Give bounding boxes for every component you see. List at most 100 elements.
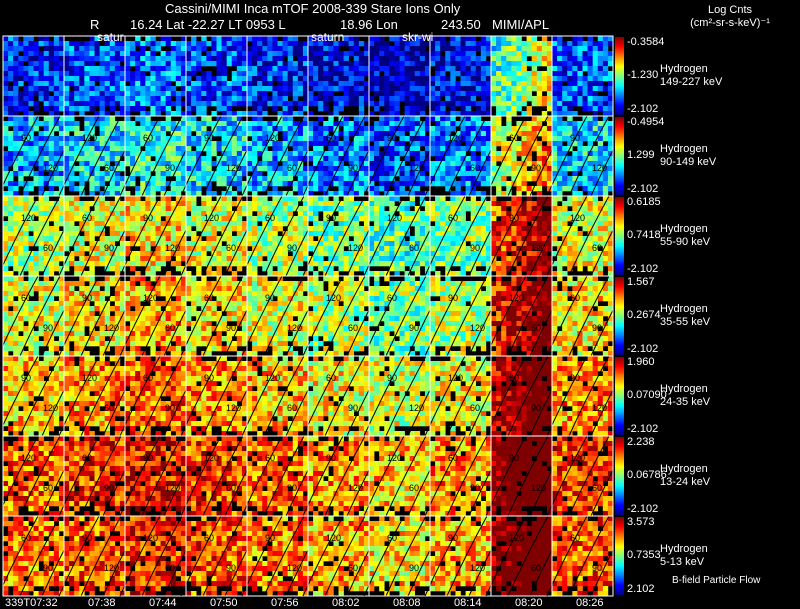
heatmap-cell (28, 96, 34, 102)
heatmap-cell (374, 136, 380, 142)
heatmap-cell (8, 161, 14, 167)
heatmap-cell (374, 211, 380, 217)
heatmap-cell (511, 146, 517, 152)
heatmap-cell (562, 176, 568, 182)
heatmap-cell (297, 111, 304, 117)
heatmap-cell (211, 81, 217, 87)
heatmap-cell (333, 216, 339, 222)
heatmap-cell (170, 111, 177, 117)
heatmap-cell (292, 231, 299, 237)
heatmap-cell (130, 156, 136, 162)
heatmap-cell (165, 166, 172, 172)
heatmap-cell (236, 226, 243, 232)
heatmap-cell (602, 66, 609, 72)
heatmap-cell (211, 96, 217, 102)
contour-line (302, 115, 344, 197)
heatmap-cell (414, 106, 421, 112)
heatmap-cell (165, 241, 172, 247)
heatmap-cell (247, 251, 253, 257)
heatmap-cell (43, 116, 50, 122)
heatmap-cell (125, 156, 131, 162)
heatmap-cell (318, 106, 324, 112)
heatmap-cell (496, 51, 502, 57)
heatmap-cell (308, 111, 314, 117)
heatmap-cell (94, 86, 100, 92)
heatmap-cell (180, 91, 187, 97)
heatmap-cell (109, 156, 116, 162)
heatmap-cell (409, 106, 416, 112)
heatmap-cell (297, 131, 304, 137)
heatmap-cell (526, 141, 532, 147)
heatmap-cell (79, 186, 85, 192)
heatmap-cell (384, 241, 390, 247)
contour-line (119, 115, 161, 197)
heatmap-cell (201, 181, 207, 187)
heatmap-cell (328, 266, 334, 272)
heatmap-cell (384, 236, 390, 242)
heatmap-cell (145, 146, 151, 152)
heatmap-cell (521, 171, 527, 177)
heatmap-cell (374, 261, 380, 267)
heatmap-cell (592, 51, 599, 57)
heatmap-cell (282, 216, 288, 222)
heatmap-cell (196, 216, 202, 222)
heatmap-cell (99, 71, 105, 77)
colorbar (615, 37, 624, 115)
heatmap-cell (536, 161, 543, 167)
heatmap-cell (292, 171, 299, 177)
heatmap-cell (572, 66, 578, 72)
heatmap-cell (226, 91, 233, 97)
heatmap-cell (445, 211, 451, 217)
heatmap-cell (48, 191, 55, 197)
heatmap-cell (557, 156, 563, 162)
heatmap-cell (450, 66, 456, 72)
heatmap-cell (292, 186, 299, 192)
heatmap-cell (191, 161, 197, 167)
heatmap-cell (363, 56, 370, 62)
heatmap-cell (455, 241, 461, 247)
heatmap-cell (552, 101, 558, 107)
heatmap-cell (440, 56, 446, 62)
heatmap-cell (64, 96, 70, 102)
heatmap-cell (165, 61, 172, 67)
heatmap-cell (536, 216, 543, 222)
heatmap-cell (399, 81, 405, 87)
heatmap-cell (74, 71, 80, 77)
heatmap-cell (328, 61, 334, 67)
heatmap-cell (64, 181, 70, 187)
heatmap-cell (196, 251, 202, 257)
heatmap-cell (231, 191, 238, 197)
heatmap-cell (84, 201, 90, 207)
heatmap-cell (287, 166, 294, 172)
heatmap-cell (257, 141, 263, 147)
heatmap-cell (201, 206, 207, 212)
heatmap-cell (180, 51, 187, 57)
heatmap-cell (485, 211, 492, 217)
heatmap-cell (338, 251, 344, 257)
heatmap-cell (348, 141, 355, 147)
heatmap-cell (69, 101, 75, 107)
heatmap-cell (94, 91, 100, 97)
heatmap-cell (272, 136, 278, 142)
heatmap-cell (308, 201, 314, 207)
heatmap-cell (58, 71, 65, 77)
heatmap-cell (557, 96, 563, 102)
heatmap-cell (13, 41, 19, 47)
heatmap-cell (435, 181, 441, 187)
heatmap-cell (404, 86, 410, 92)
heatmap-cell (338, 236, 344, 242)
heatmap-cell (180, 176, 187, 182)
heatmap-cell (602, 146, 609, 152)
heatmap-cell (211, 201, 217, 207)
heatmap-cell (536, 176, 543, 182)
heatmap-cell (496, 36, 502, 42)
heatmap-cell (394, 141, 400, 147)
heatmap-cell (272, 46, 278, 52)
heatmap-cell (64, 86, 70, 92)
heatmap-cell (526, 121, 532, 127)
heatmap-cell (145, 266, 151, 272)
heatmap-cell (572, 46, 578, 52)
heatmap-cell (89, 86, 95, 92)
heatmap-cell (404, 151, 410, 157)
heatmap-cell (23, 36, 29, 42)
